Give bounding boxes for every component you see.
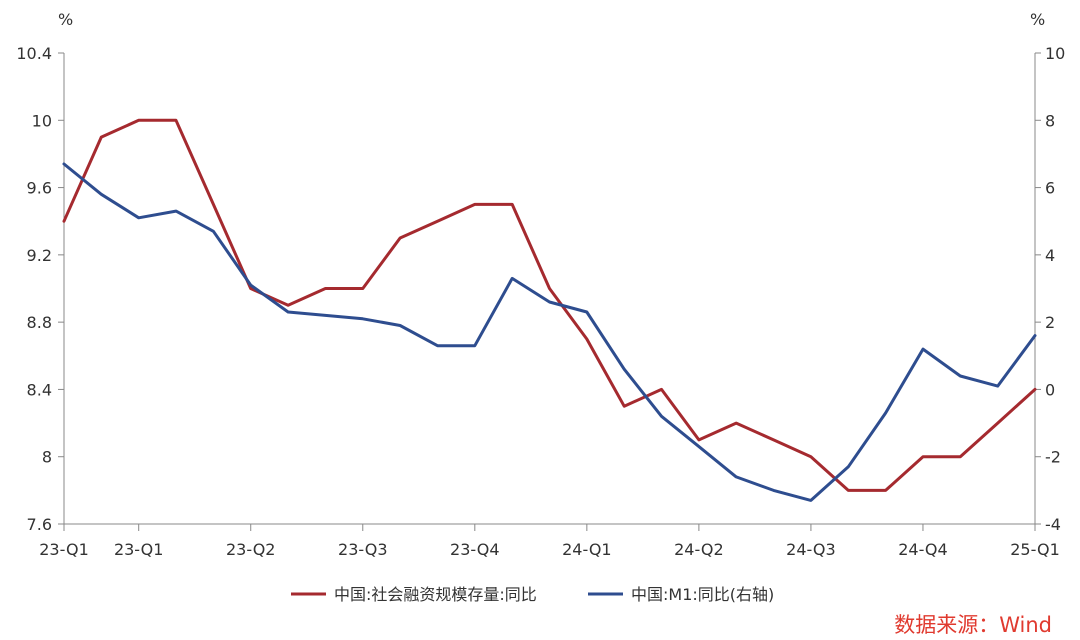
right-tick-label: -4	[1045, 515, 1061, 534]
right-tick-label: 0	[1045, 380, 1055, 399]
x-tick-label: 23-Q2	[226, 540, 276, 559]
left-axis-unit: %	[58, 10, 73, 29]
series-line-social-financing	[62, 118, 1037, 492]
right-tick-label: 4	[1045, 246, 1055, 265]
x-tick-label: 24-Q4	[898, 540, 948, 559]
legend-label-social-financing: 中国:社会融资规模存量:同比	[334, 585, 537, 604]
x-tick-label: 23-Q1	[39, 540, 89, 559]
right-axis-unit: %	[1030, 10, 1045, 29]
right-tick-label: -2	[1045, 448, 1061, 467]
right-tick-label: 2	[1045, 313, 1055, 332]
right-tick-label: 10	[1045, 44, 1065, 63]
legend: 中国:社会融资规模存量:同比 中国:M1:同比(右轴)	[291, 585, 774, 604]
x-tick-label: 24-Q1	[562, 540, 612, 559]
left-tick-label: 9.2	[27, 246, 52, 265]
x-tick-label: 24-Q3	[786, 540, 836, 559]
x-tick-label: 25-Q1	[1010, 540, 1060, 559]
data-source: 数据来源：Wind	[894, 613, 1052, 637]
series-line-m1	[62, 162, 1037, 502]
right-axis-ticks: -4 -2 0 2 4 6 8 10	[1035, 44, 1065, 534]
series-lines	[62, 118, 1037, 502]
left-axis-ticks: 7.6 8 8.4 8.8 9.2 9.6 10 10.4	[16, 44, 64, 534]
legend-label-m1: 中国:M1:同比(右轴)	[631, 585, 774, 604]
left-tick-label: 9.6	[27, 179, 52, 198]
right-tick-label: 8	[1045, 111, 1055, 130]
left-tick-label: 10.4	[16, 44, 52, 63]
left-tick-label: 8	[42, 448, 52, 467]
left-tick-label: 8.8	[27, 313, 52, 332]
x-tick-label: 23-Q1	[114, 540, 164, 559]
right-tick-label: 6	[1045, 179, 1055, 198]
left-tick-label: 8.4	[27, 380, 52, 399]
x-tick-label: 23-Q4	[450, 540, 500, 559]
x-tick-label: 24-Q2	[674, 540, 724, 559]
left-tick-label: 7.6	[27, 515, 52, 534]
x-tick-label: 23-Q3	[338, 540, 388, 559]
x-axis-ticks: 23-Q1 23-Q1 23-Q2 23-Q3 23-Q4 24-Q1 24-Q2 24-Q3…	[39, 524, 1060, 559]
left-tick-label: 10	[32, 111, 52, 130]
